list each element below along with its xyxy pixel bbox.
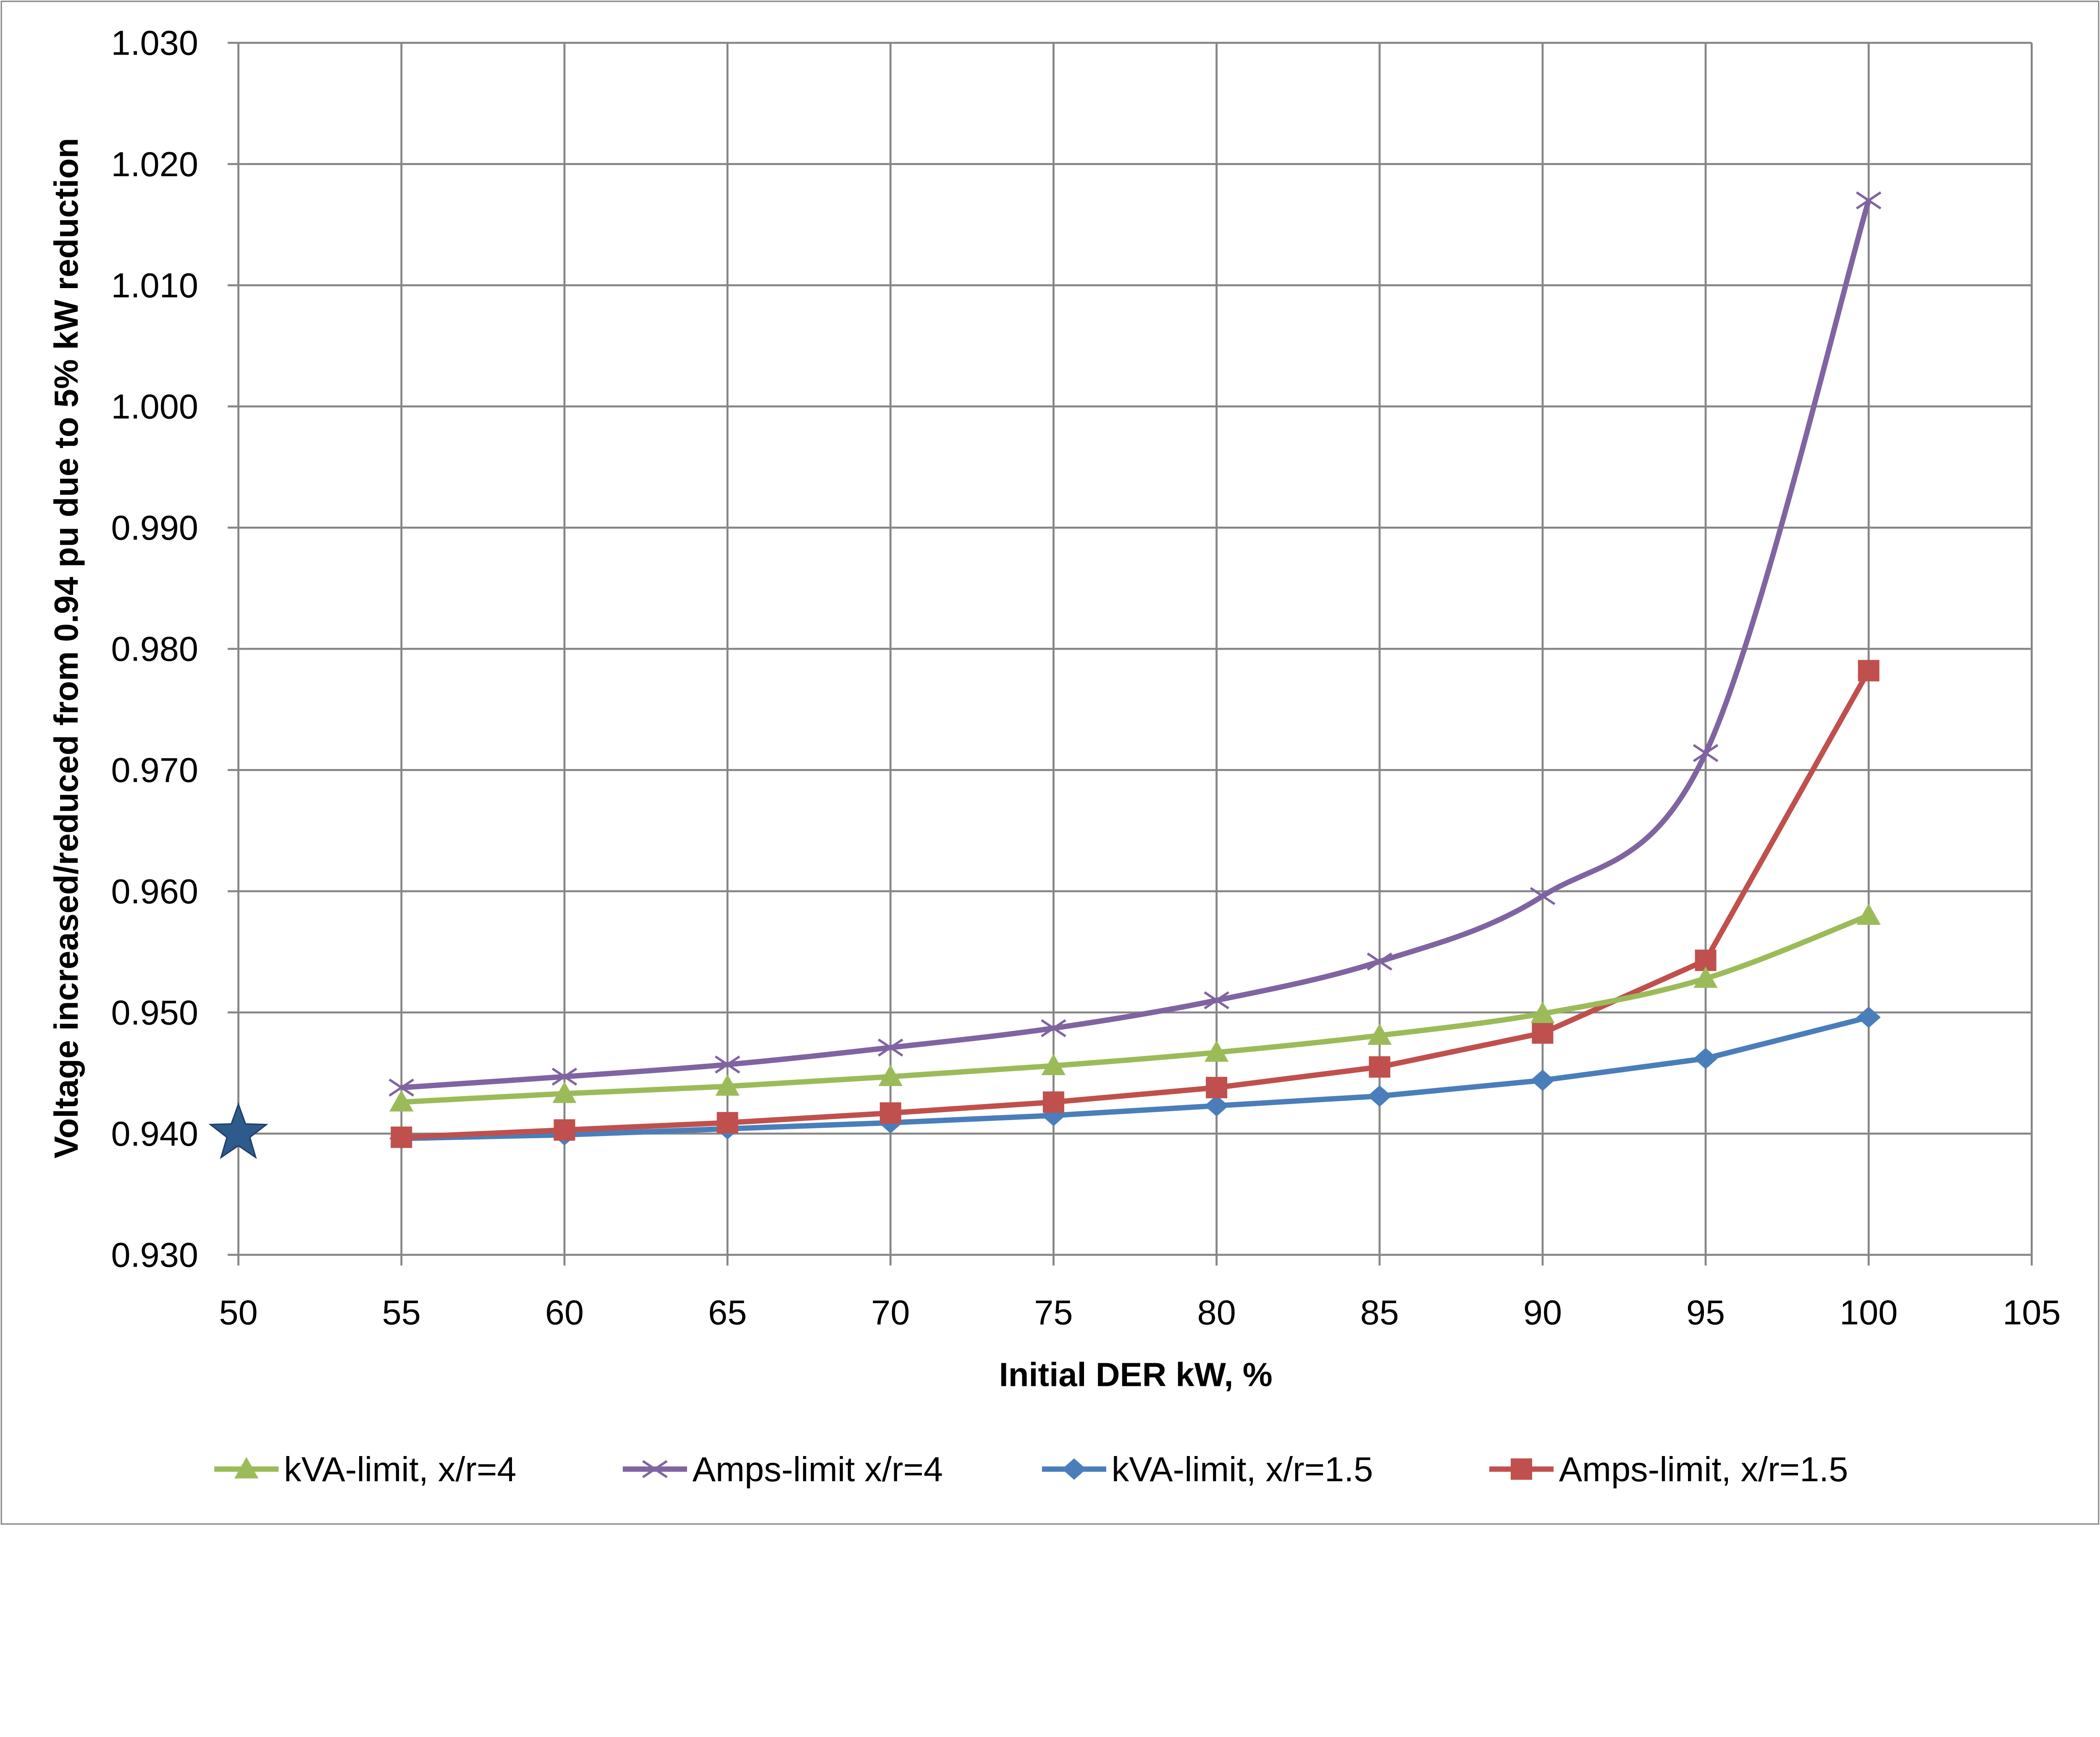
data-point — [879, 1102, 901, 1124]
data-point — [878, 1064, 903, 1086]
data-point — [1042, 1091, 1064, 1113]
data-point — [1856, 191, 1882, 210]
y-tick-label: 0.980 — [111, 630, 198, 669]
y-tick-label: 0.940 — [111, 1114, 198, 1153]
data-point — [1041, 1053, 1066, 1076]
data-point — [1369, 1056, 1391, 1078]
legend: kVA-limit, x/r=4 Amps-limit x/r=4 kVA-limi… — [214, 1450, 1848, 1489]
grid — [228, 42, 2033, 1266]
data-point — [1693, 744, 1719, 762]
data-point — [1693, 1047, 1718, 1069]
data-point — [552, 1081, 577, 1103]
data-point — [1368, 1023, 1392, 1045]
y-tick-label: 0.970 — [111, 750, 198, 790]
data-point — [1693, 966, 1718, 988]
legend-item-1: Amps-limit x/r=4 — [622, 1450, 943, 1489]
x-tick-label: 80 — [1197, 1293, 1236, 1332]
legend-label: kVA-limit, x/r=4 — [284, 1450, 516, 1489]
x-tick-label: 60 — [545, 1293, 584, 1332]
tick-labels: 0.930 0.940 0.950 0.960 0.970 0.980 0.990 1.000… — [111, 24, 2061, 1332]
data-point — [1530, 887, 1556, 905]
legend-marker — [1062, 1458, 1087, 1480]
legend-item-0: kVA-limit, x/r=4 — [214, 1450, 516, 1489]
legend-marker — [1510, 1458, 1532, 1480]
x-tick-label: 90 — [1523, 1293, 1562, 1332]
legend-item-2: kVA-limit, x/r=1.5 — [1042, 1450, 1373, 1489]
y-axis-label: Voltage increased/reduced from 0.94 pu d… — [47, 138, 85, 1158]
data-point — [1206, 1077, 1228, 1099]
x-tick-label: 75 — [1034, 1293, 1073, 1332]
data-point — [1530, 1001, 1555, 1023]
x-tick-label: 105 — [2003, 1293, 2061, 1332]
data-point — [714, 1055, 740, 1074]
x-axis-label: Initial DER kW, % — [999, 1356, 1273, 1393]
data-point — [554, 1119, 575, 1141]
y-tick-label: 1.020 — [111, 144, 198, 184]
legend-item-3: Amps-limit, x/r=1.5 — [1489, 1450, 1848, 1489]
data-point — [389, 1090, 414, 1112]
y-tick-label: 1.000 — [111, 387, 198, 426]
data-point — [388, 1078, 415, 1097]
series-0 — [389, 903, 1881, 1112]
x-tick-label: 50 — [219, 1293, 258, 1332]
y-tick-label: 0.960 — [111, 872, 198, 911]
y-tick-label: 0.930 — [111, 1236, 198, 1275]
y-tick-label: 0.950 — [111, 993, 198, 1032]
data-point — [1041, 1019, 1066, 1037]
data-point — [1204, 991, 1229, 1010]
data-point — [1530, 1069, 1555, 1091]
legend-label: Amps-limit, x/r=1.5 — [1559, 1450, 1848, 1489]
data-point — [1367, 952, 1393, 971]
data-point — [551, 1068, 578, 1086]
legend-label: Amps-limit x/r=4 — [693, 1450, 943, 1489]
x-tick-label: 65 — [708, 1293, 747, 1332]
legend-marker — [642, 1460, 668, 1478]
data-point — [877, 1038, 903, 1057]
series-line — [401, 913, 1870, 1105]
series-line — [401, 1015, 1869, 1141]
x-tick-label: 100 — [1840, 1293, 1898, 1332]
data-point — [391, 1126, 412, 1148]
chart-border — [0, 0, 2100, 1525]
data-point — [1856, 903, 1881, 925]
legend-label: kVA-limit, x/r=1.5 — [1112, 1450, 1373, 1489]
x-tick-label: 70 — [871, 1293, 910, 1332]
data-point — [715, 1074, 740, 1096]
y-tick-label: 0.990 — [111, 508, 198, 547]
data-point — [1204, 1040, 1229, 1062]
data-point — [717, 1112, 738, 1134]
series-1 — [388, 191, 1882, 1097]
x-tick-label: 95 — [1686, 1293, 1725, 1332]
x-tick-label: 55 — [382, 1293, 421, 1332]
y-tick-label: 1.030 — [111, 24, 198, 63]
data-point — [1858, 660, 1880, 682]
chart: 0.930 0.940 0.950 0.960 0.970 0.980 0.990 1.000… — [0, 0, 2100, 1525]
data-point — [1532, 1022, 1554, 1044]
legend-marker — [234, 1457, 259, 1479]
x-tick-label: 85 — [1360, 1293, 1399, 1332]
y-tick-label: 1.010 — [111, 266, 198, 305]
star-marker — [208, 1102, 268, 1159]
